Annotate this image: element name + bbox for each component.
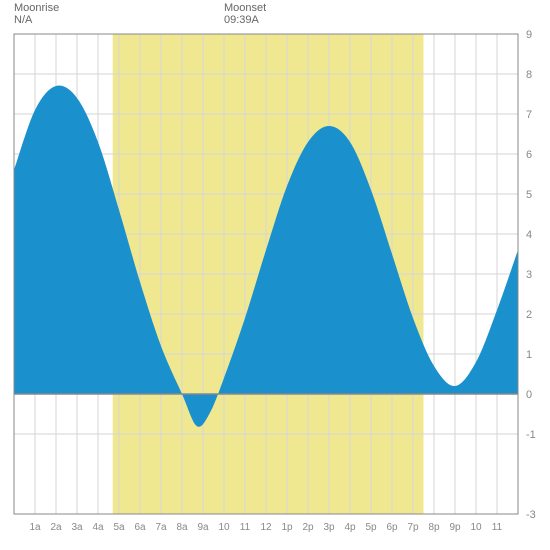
x-tick-label: 7a — [155, 522, 167, 533]
x-tick-label: 11 — [492, 522, 503, 533]
y-tick-label: -3 — [526, 509, 536, 521]
y-tick-label: 7 — [526, 109, 532, 121]
y-tick-label: 6 — [526, 149, 532, 161]
x-tick-label: 8p — [428, 522, 440, 533]
x-tick-label: 7p — [407, 522, 419, 533]
y-tick-label: 4 — [526, 229, 532, 241]
x-tick-label: 1a — [29, 522, 41, 533]
x-tick-label: 11 — [240, 522, 251, 533]
x-tick-label: 10 — [470, 522, 482, 533]
y-tick-label: 3 — [526, 269, 532, 281]
y-tick-label: 0 — [526, 389, 532, 401]
y-tick-label: 1 — [526, 349, 532, 361]
y-tick-label: 9 — [526, 29, 532, 41]
y-tick-label: -1 — [526, 429, 536, 441]
x-tick-label: 12 — [260, 522, 272, 533]
x-tick-label: 9p — [449, 522, 461, 533]
x-tick-label: 3a — [71, 522, 83, 533]
x-tick-label: 2p — [302, 522, 314, 533]
x-tick-label: 9a — [197, 522, 209, 533]
x-tick-label: 3p — [323, 522, 335, 533]
x-tick-label: 5p — [365, 522, 377, 533]
y-tick-label: 5 — [526, 189, 532, 201]
x-tick-label: 4a — [92, 522, 104, 533]
y-tick-label: 8 — [526, 69, 532, 81]
x-tick-label: 1p — [281, 522, 293, 533]
x-tick-label: 2a — [50, 522, 62, 533]
x-tick-label: 6p — [386, 522, 398, 533]
x-tick-label: 4p — [344, 522, 356, 533]
y-tick-label: 2 — [526, 309, 532, 321]
x-tick-label: 6a — [134, 522, 146, 533]
tide-chart-svg: -3-101234567891a2a3a4a5a6a7a8a9a1011121p… — [0, 0, 550, 550]
x-tick-label: 10 — [218, 522, 230, 533]
x-tick-label: 5a — [113, 522, 125, 533]
tide-chart-card: Moonrise N/A Moonset 09:39A -3-101234567… — [0, 0, 550, 550]
x-tick-label: 8a — [176, 522, 188, 533]
